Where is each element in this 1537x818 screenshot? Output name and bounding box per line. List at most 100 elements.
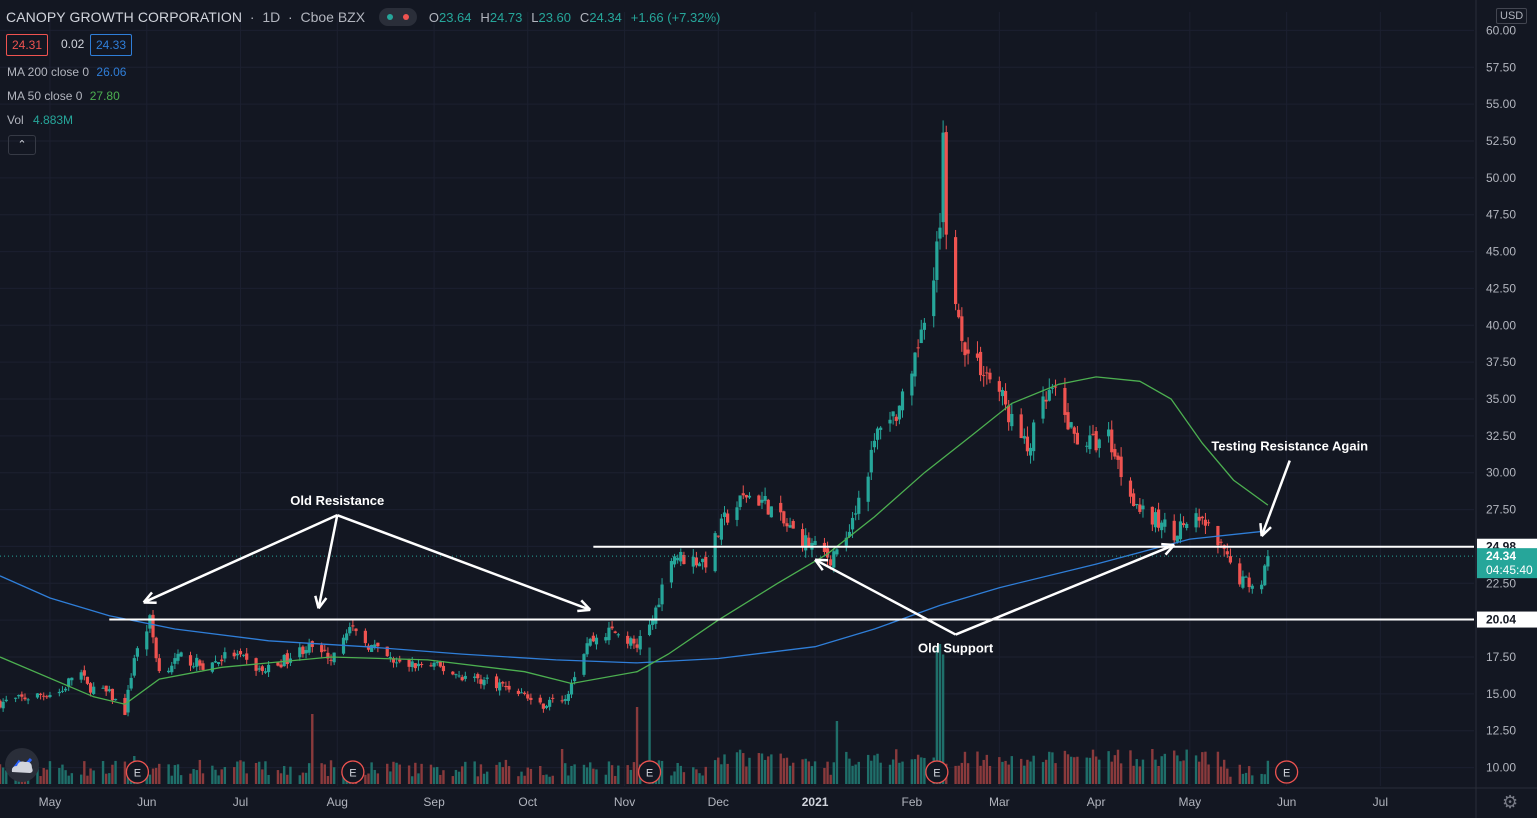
candle-body[interactable] [529,697,533,700]
candle-body[interactable] [85,676,90,684]
candle-body[interactable] [407,659,411,667]
candle-body[interactable] [1247,577,1251,588]
candle-body[interactable] [1085,445,1089,447]
candle-body[interactable] [45,696,49,698]
candle-body[interactable] [1266,556,1270,567]
candle-body[interactable] [1132,493,1136,506]
candle-body[interactable] [704,557,708,568]
candle-body[interactable] [966,349,970,354]
candle-body[interactable] [516,690,520,694]
earnings-marker[interactable] [637,760,662,784]
candle-body[interactable] [757,495,761,506]
ask-price-button[interactable]: 24.33 [90,34,133,56]
candle-body[interactable] [79,672,83,680]
tradingview-logo[interactable] [5,748,39,782]
candle-body[interactable] [900,391,905,411]
candle-body[interactable] [479,679,483,684]
candle-body[interactable] [92,686,96,694]
candle-body[interactable] [351,625,355,627]
candle-body[interactable] [416,663,421,667]
candle-body[interactable] [1203,519,1208,526]
candle-body[interactable] [1088,435,1092,450]
candle-body[interactable] [14,697,18,699]
candle-body[interactable] [348,627,352,634]
candle-body[interactable] [257,668,261,670]
candle-body[interactable] [676,557,680,561]
candle-body[interactable] [217,662,221,664]
candle-body[interactable] [195,657,199,667]
candle-body[interactable] [179,652,183,657]
candle-body[interactable] [1160,522,1164,531]
candle-body[interactable] [1153,512,1158,528]
candle-body[interactable] [429,665,433,667]
candle-body[interactable] [23,697,27,700]
candle-body[interactable] [60,690,65,692]
candle-body[interactable] [167,670,171,673]
candle-body[interactable] [551,697,555,699]
candle-body[interactable] [1047,389,1051,401]
symbol-title[interactable]: CANOPY GROWTH CORPORATION [6,9,243,26]
candle-body[interactable] [1185,523,1189,528]
candle-body[interactable] [629,638,633,646]
candle-body[interactable] [435,662,439,664]
annotation-arrow[interactable] [143,514,338,604]
candle-body[interactable] [395,662,399,664]
candle-body[interactable] [366,645,371,650]
candle-body[interactable] [1010,413,1014,427]
candle-body[interactable] [132,658,136,676]
candle-body[interactable] [1260,584,1264,590]
candle-body[interactable] [282,655,286,667]
candle-body[interactable] [1128,480,1133,497]
candle-body[interactable] [957,309,961,318]
candle-body[interactable] [1116,455,1120,460]
candle-body[interactable] [1032,422,1036,452]
candle-body[interactable] [260,666,264,672]
candle-body[interactable] [263,671,268,673]
candle-body[interactable] [1110,429,1114,453]
candle-body[interactable] [963,342,967,356]
candle-body[interactable] [245,653,249,660]
candle-body[interactable] [151,614,155,638]
candle-body[interactable] [1066,412,1070,430]
candle-body[interactable] [82,670,86,676]
candle-body[interactable] [301,646,305,655]
candle-body[interactable] [935,241,939,280]
candle-body[interactable] [760,499,764,503]
candle-body[interactable] [266,664,271,673]
candle-body[interactable] [526,694,530,699]
candle-body[interactable] [523,692,527,694]
annotation-label[interactable]: Old Resistance [290,493,384,508]
candle-body[interactable] [20,694,24,697]
candle-body[interactable] [610,626,614,629]
candle-body[interactable] [894,416,898,421]
candle-body[interactable] [235,653,239,656]
candle-body[interactable] [354,628,358,632]
candle-body[interactable] [697,563,702,567]
candle-body[interactable] [101,687,105,689]
earnings-marker[interactable] [341,760,365,784]
candle-body[interactable] [4,699,8,702]
candle-body[interactable] [960,316,964,341]
candle-body[interactable] [413,663,417,669]
candle-body[interactable] [1250,585,1254,589]
candle-body[interactable] [807,537,811,547]
candle-body[interactable] [1028,447,1033,456]
annotation-label[interactable]: Old Support [918,641,994,656]
candle-body[interactable] [238,651,243,655]
candle-body[interactable] [70,677,74,681]
candle-body[interactable] [869,449,873,473]
candle-body[interactable] [410,661,414,668]
candle-body[interactable] [735,507,739,520]
candle-body[interactable] [669,561,674,583]
candle-body[interactable] [1238,563,1242,585]
candle-body[interactable] [672,556,677,565]
candle-body[interactable] [154,637,158,659]
candle-body[interactable] [560,700,564,702]
candle-body[interactable] [813,540,817,546]
candle-body[interactable] [1138,504,1142,512]
ma200-legend[interactable]: MA 200 close 0 26.06 [7,65,126,79]
candle-body[interactable] [879,427,883,430]
candle-body[interactable] [26,699,30,701]
candle-body[interactable] [107,689,111,692]
candle-body[interactable] [779,502,783,513]
